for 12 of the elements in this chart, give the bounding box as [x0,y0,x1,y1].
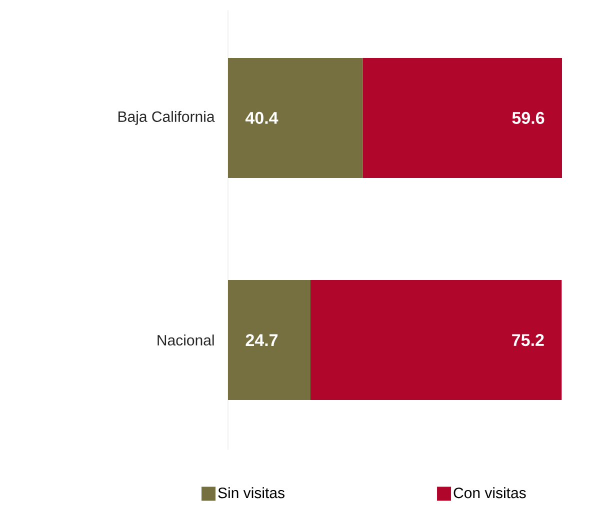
legend-label: Sin visitas [218,487,284,498]
data-label: 59.6 [512,112,544,124]
data-label: 24.7 [246,334,278,346]
bar [228,280,310,400]
bar [362,58,562,178]
y-tick-label: Baja California [118,110,215,125]
bar [228,58,363,178]
legend-label: Con visitas [454,487,526,498]
y-tick-label: Nacional [158,334,214,346]
bar [310,280,562,400]
data-label: 40.4 [245,112,278,124]
data-label: 75.2 [512,334,544,346]
